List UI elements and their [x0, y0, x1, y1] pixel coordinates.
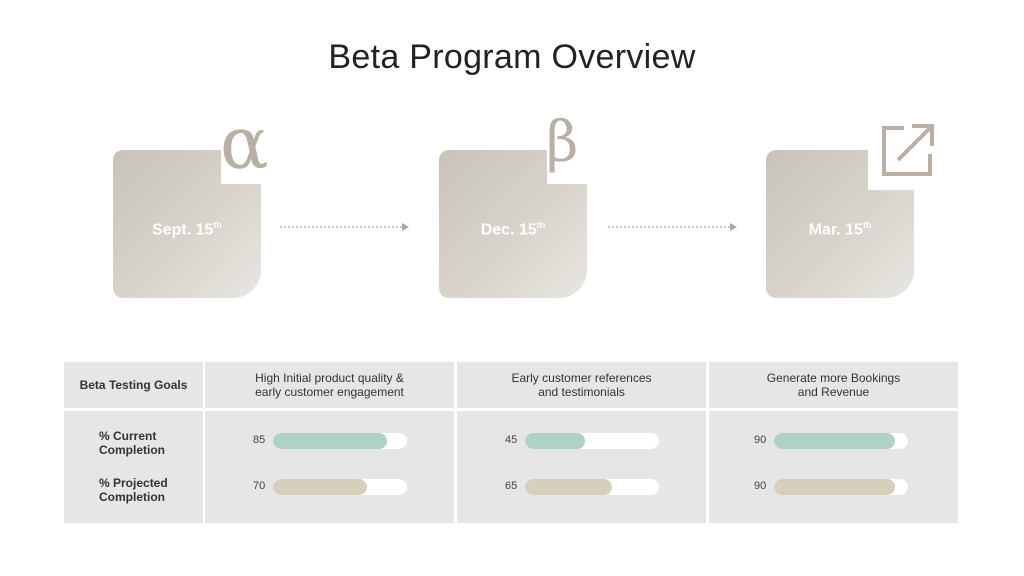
row-header-cell: Beta Testing Goals: [64, 362, 203, 408]
current-completion-label: % Current Completion: [99, 429, 165, 457]
milestone-date: Sept. 15th: [152, 220, 222, 239]
row-header-label: Beta Testing Goals: [79, 378, 188, 392]
milestone-card-dec: Dec. 15th: [439, 144, 593, 298]
goal-label: High Initial product quality & early cus…: [255, 371, 404, 399]
goal-header-cell: High Initial product quality & early cus…: [205, 362, 454, 408]
milestone-card-sept: Sept. 15th: [113, 144, 267, 298]
timeline-arrow: [280, 223, 409, 231]
goal-header-cell: Early customer references and testimonia…: [457, 362, 706, 408]
page-title: Beta Program Overview: [328, 38, 696, 76]
goal-label: Generate more Bookings and Revenue: [766, 371, 901, 399]
beta-icon: β: [546, 110, 579, 175]
milestone-date: Dec. 15th: [480, 220, 546, 239]
alpha-icon: α: [220, 101, 269, 185]
goal-header-cell: Generate more Bookings and Revenue: [709, 362, 958, 408]
timeline-arrow: [608, 223, 737, 231]
metrics-cell: 90 90: [709, 411, 958, 523]
goal-label: Early customer references and testimonia…: [511, 371, 652, 399]
metrics-cell: 45 65: [457, 411, 706, 523]
goals-table: Beta Testing Goals High Initial product …: [64, 362, 958, 523]
milestone-date: Mar. 15th: [808, 220, 872, 239]
row-labels-cell: % Current Completion % Projected Complet…: [64, 411, 203, 523]
metrics-cell: 85 70: [205, 411, 454, 523]
projected-completion-label: % Projected Completion: [99, 476, 168, 504]
external-link-icon: [882, 124, 934, 176]
